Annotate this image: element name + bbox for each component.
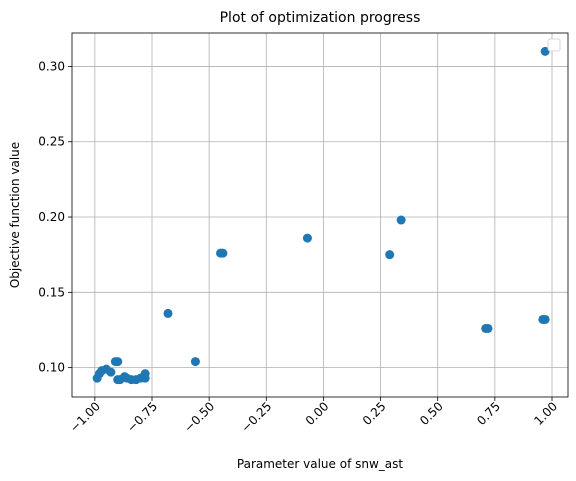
y-tick-label: 0.15 xyxy=(38,285,65,299)
scatter-point xyxy=(396,215,406,225)
x-tick-label: −0.50 xyxy=(181,399,217,435)
x-tick-label: 0.50 xyxy=(417,399,446,428)
scatter-point xyxy=(218,248,228,258)
scatter-point xyxy=(140,373,150,383)
y-axis-label: Objective function value xyxy=(8,142,22,288)
x-axis-label: Parameter value of snw_ast xyxy=(237,457,403,471)
y-tick-label: 0.10 xyxy=(38,361,65,375)
scatter-point xyxy=(540,314,550,324)
points-layer xyxy=(92,46,550,385)
scatter-point xyxy=(302,233,312,243)
scatter-point xyxy=(92,373,102,383)
scatter-point xyxy=(190,357,200,367)
scatter-point xyxy=(385,250,395,260)
x-tick-label: −1.00 xyxy=(67,399,103,435)
y-tick-label: 0.30 xyxy=(38,59,65,73)
chart-title: Plot of optimization progress xyxy=(220,10,421,26)
y-tick-label: 0.25 xyxy=(38,135,65,149)
x-tick-label: 1.00 xyxy=(531,399,560,428)
plot-frame xyxy=(71,32,569,398)
scatter-point xyxy=(163,308,173,318)
legend-box xyxy=(547,38,561,52)
y-tick-label: 0.20 xyxy=(38,210,65,224)
scatter-point xyxy=(540,46,550,56)
x-tick-label: 0.25 xyxy=(360,399,389,428)
x-tick-label: 0.00 xyxy=(303,399,332,428)
grid-layer xyxy=(72,33,568,397)
x-tick-label: 0.75 xyxy=(474,399,503,428)
x-tick-label: −0.25 xyxy=(238,399,274,435)
scatter-point xyxy=(483,323,493,333)
scatter-point xyxy=(106,367,116,377)
x-tick-label: −0.75 xyxy=(124,399,160,435)
scatter-point xyxy=(110,357,120,367)
